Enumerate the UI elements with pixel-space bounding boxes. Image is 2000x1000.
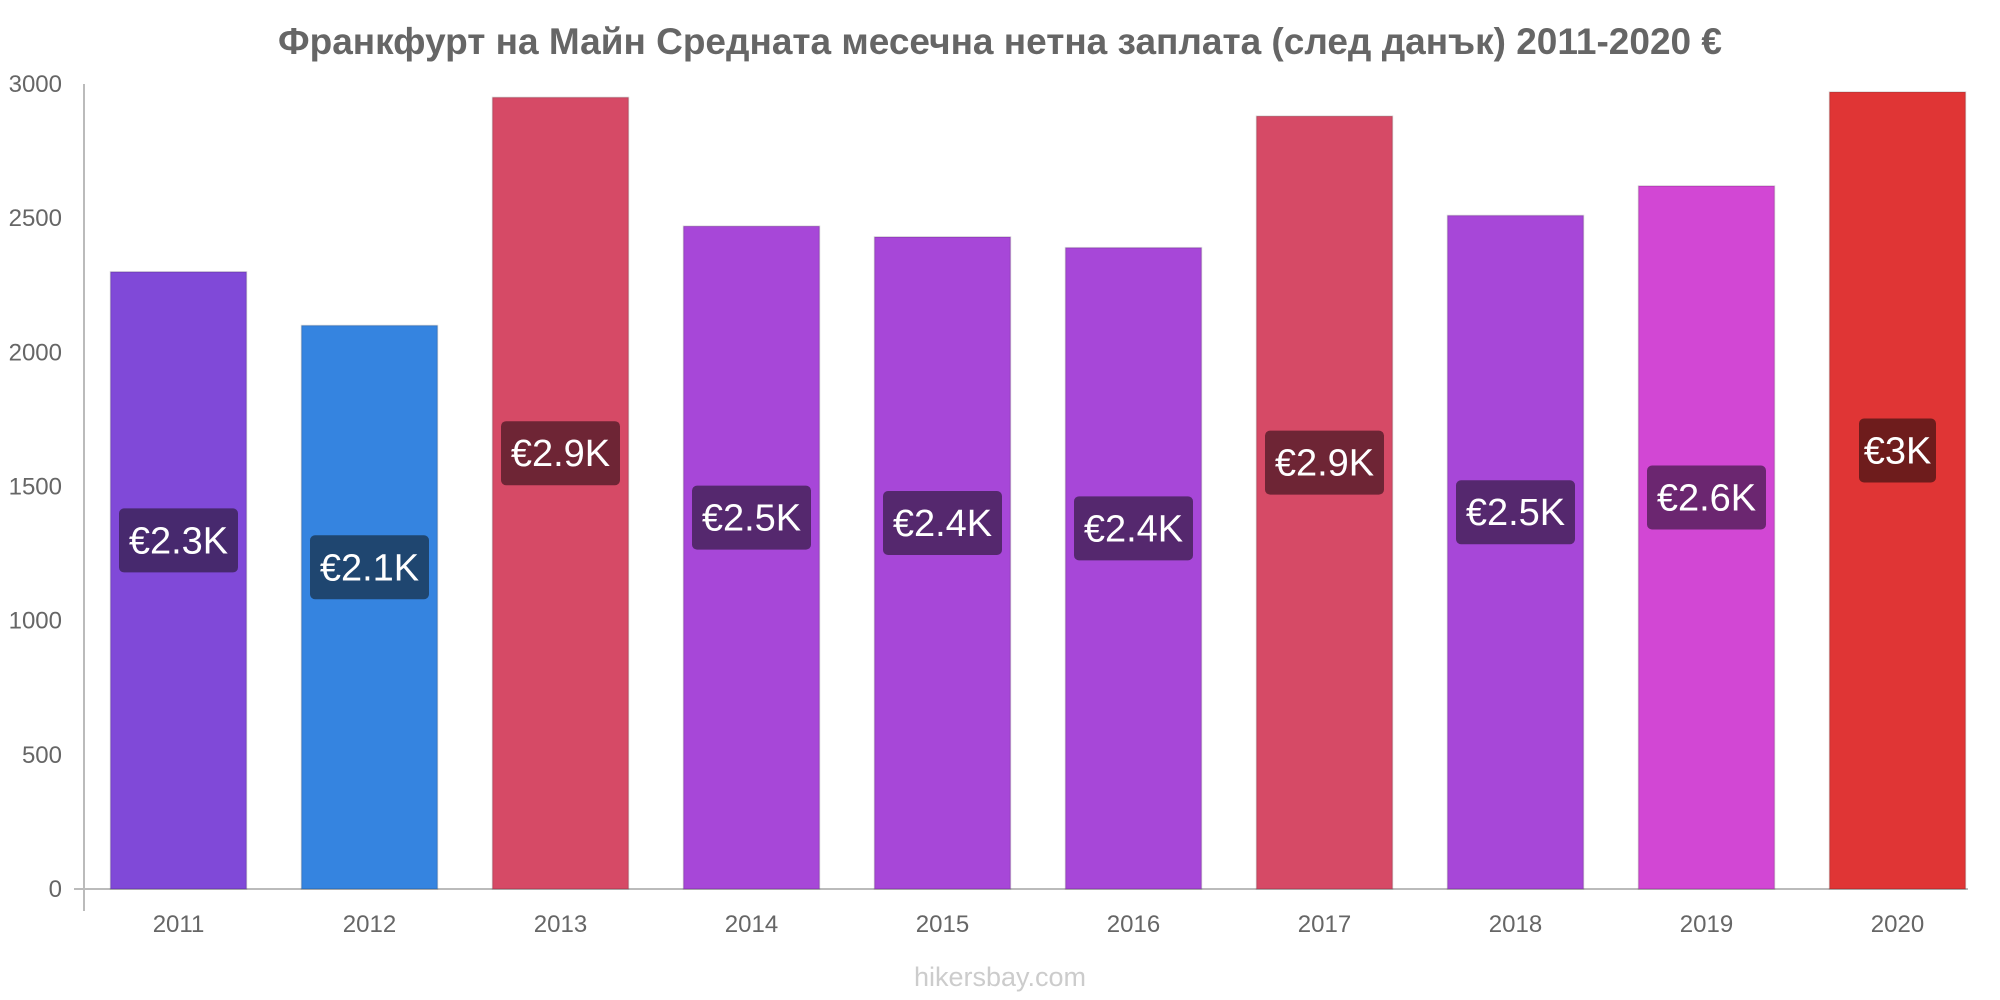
bar-2019 [1637,185,1776,890]
y-tick-label: 1000 [9,608,62,635]
x-tick-label: 2014 [725,911,778,938]
y-tick-label: 2500 [9,205,62,232]
data-label-bg [1647,465,1766,530]
data-label-bg [692,485,811,550]
x-tick-label: 2018 [1489,911,1542,938]
data-label-bg [1074,496,1193,561]
y-tick-label: 2000 [9,339,62,366]
x-tick-label: 2019 [1680,911,1733,938]
data-label-bg [1859,418,1936,483]
data-label: €2.5K [1466,492,1565,534]
data-label: €2.6K [1657,477,1756,519]
data-label-bg [310,535,429,600]
x-tick-label: 2016 [1107,911,1160,938]
data-label: €2.4K [893,503,992,545]
data-label: €3K [1864,431,1932,473]
data-label: €2.9K [511,433,610,475]
x-tick-label: 2015 [916,911,969,938]
bar-2011 [109,271,248,890]
data-label: €2.4K [1084,508,1183,550]
bar-2018 [1446,214,1585,890]
x-tick-label: 2017 [1298,911,1351,938]
bar-2016 [1064,246,1203,890]
bar-2017 [1255,115,1394,890]
x-tick-label: 2012 [343,911,396,938]
y-tick-label: 0 [49,876,62,903]
data-label-bg [1456,480,1575,545]
bar-2020 [1828,91,1967,890]
data-label: €2.5K [702,498,801,540]
data-label-bg [1265,430,1384,495]
bar-2014 [682,225,821,890]
data-label-bg [883,490,1002,555]
data-label-bg [119,508,238,573]
y-tick-label: 3000 [9,71,62,98]
data-label: €2.1K [320,547,419,589]
y-tick-label: 1500 [9,474,62,501]
y-tick-label: 500 [22,742,62,769]
x-tick-label: 2020 [1871,911,1924,938]
bar-2015 [873,236,1012,890]
watermark: hikersbay.com [914,962,1086,992]
bar-2013 [491,96,630,890]
data-label-bg [501,421,620,486]
chart-title: Франкфурт на Майн Средната месечна нетна… [278,21,1722,62]
x-tick-label: 2011 [153,911,205,938]
data-label: €2.3K [129,520,228,562]
x-tick-label: 2013 [534,911,587,938]
bar-2012 [300,324,439,890]
data-label: €2.9K [1275,443,1374,485]
